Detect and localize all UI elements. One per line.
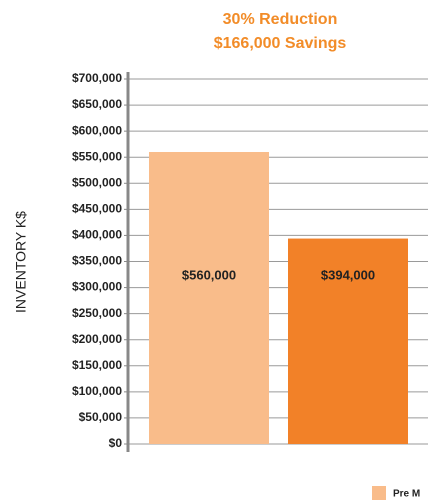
y-tick-label: $600,000	[72, 123, 122, 137]
data-label: $394,000	[321, 267, 375, 282]
y-tick-label: $400,000	[72, 228, 122, 242]
y-tick-label: $100,000	[72, 384, 122, 398]
y-tick-label: $450,000	[72, 202, 122, 216]
y-tick-label: $700,000	[72, 71, 122, 85]
y-tick-label: $550,000	[72, 149, 122, 163]
bar	[288, 238, 408, 444]
y-tick-label: $300,000	[72, 280, 122, 294]
data-label: $560,000	[182, 267, 236, 282]
y-tick-label: $350,000	[72, 254, 122, 268]
chart-title: 30% Reduction	[223, 11, 338, 28]
y-tick-label: $250,000	[72, 306, 122, 320]
bar	[149, 152, 269, 444]
y-tick-label: $150,000	[72, 358, 122, 372]
y-tick-label: $200,000	[72, 332, 122, 346]
legend-label: Pre M	[393, 489, 420, 500]
y-tick-label: $0	[109, 436, 123, 450]
y-tick-label: $650,000	[72, 97, 122, 111]
legend-swatch	[372, 486, 386, 500]
y-tick-label: $500,000	[72, 175, 122, 189]
chart-subtitle: $166,000 Savings	[214, 35, 347, 52]
y-axis-label: INVENTORY K$	[13, 211, 29, 313]
y-tick-label: $50,000	[79, 410, 123, 424]
